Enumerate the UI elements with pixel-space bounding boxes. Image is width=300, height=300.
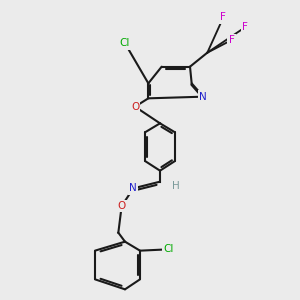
Text: Cl: Cl bbox=[163, 244, 173, 254]
Text: O: O bbox=[131, 102, 139, 112]
Text: Cl: Cl bbox=[120, 38, 130, 48]
Text: F: F bbox=[229, 35, 235, 45]
Text: F: F bbox=[242, 22, 248, 32]
Text: N: N bbox=[200, 92, 207, 102]
Text: F: F bbox=[220, 12, 226, 22]
Text: H: H bbox=[172, 181, 180, 191]
Text: O: O bbox=[118, 201, 126, 211]
Text: N: N bbox=[130, 183, 137, 193]
